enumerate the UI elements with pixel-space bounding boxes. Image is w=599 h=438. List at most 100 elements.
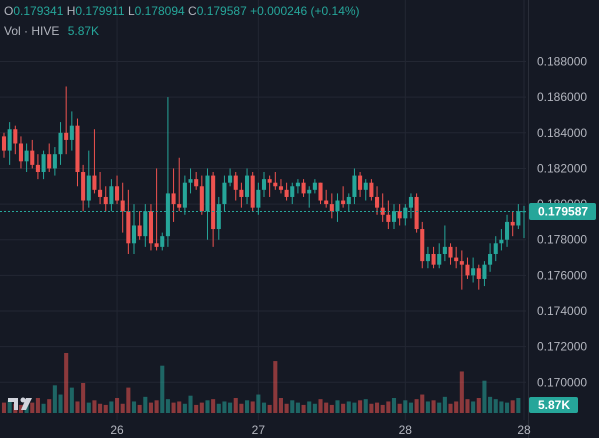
volume-bar — [499, 401, 504, 413]
last-price-badge: 0.179587 — [529, 202, 596, 220]
candle-body — [318, 182, 323, 201]
candle — [120, 182, 125, 233]
volume-bar — [482, 380, 487, 413]
volume-bar — [324, 402, 329, 413]
volume-bars — [1, 353, 521, 413]
candle-body — [35, 164, 40, 173]
candle-body — [261, 179, 267, 190]
candle-body — [471, 268, 476, 276]
volume-bar — [205, 400, 210, 413]
candle-body — [69, 125, 74, 140]
candle — [64, 86, 69, 155]
candle — [131, 204, 137, 254]
candle — [205, 168, 210, 240]
tradingview-logo-icon[interactable] — [6, 394, 42, 412]
close-label: C — [188, 4, 197, 18]
close-value: 0.179587 — [196, 4, 247, 18]
candle-body — [425, 253, 430, 262]
volume-bar — [154, 400, 159, 413]
time-axis[interactable]: 26 27 28 28 — [110, 423, 531, 437]
candle — [375, 186, 380, 215]
candle — [75, 118, 80, 187]
volume-bar — [290, 400, 295, 413]
candle-body — [442, 246, 447, 254]
high-label: H — [66, 4, 76, 18]
candle-body — [137, 225, 142, 237]
volume-bar — [81, 383, 86, 413]
candle-body — [386, 214, 391, 222]
candle-body — [154, 243, 159, 247]
volume-bar — [103, 404, 108, 413]
candle-body — [160, 236, 165, 247]
volume-bar — [18, 404, 23, 413]
candle — [81, 164, 86, 212]
time-tick-label: 28 — [517, 423, 531, 437]
volume-bar — [516, 398, 521, 413]
candle-body — [256, 189, 261, 208]
volume-bar — [267, 404, 272, 413]
volume-bar — [510, 400, 515, 413]
candle-body — [267, 179, 272, 183]
candle — [352, 168, 357, 205]
candle — [329, 193, 334, 219]
candle-body — [369, 182, 374, 197]
candle — [324, 189, 329, 208]
price-tick-label: 0.178000 — [537, 233, 587, 247]
candle — [222, 175, 227, 212]
candle-body — [493, 243, 498, 254]
candle — [341, 186, 346, 208]
candle — [35, 154, 40, 180]
candle — [24, 143, 29, 173]
candle-body — [7, 129, 12, 151]
candle — [369, 179, 374, 201]
candle-body — [341, 200, 346, 205]
candle — [516, 204, 521, 230]
candle-body — [109, 186, 114, 205]
candle — [228, 168, 233, 187]
volume-bar — [273, 361, 278, 413]
volume-bar — [52, 385, 57, 413]
candle-body — [1, 136, 7, 151]
candle-body — [143, 211, 148, 237]
candle-body — [329, 204, 334, 212]
candle — [109, 179, 114, 212]
candle-body — [165, 193, 170, 237]
open-value: 0.179341 — [13, 4, 64, 18]
low-label: L — [127, 4, 135, 18]
candle-body — [488, 253, 493, 265]
candle-body — [211, 175, 216, 230]
candle-body — [92, 175, 97, 190]
last-price-label: 0.179587 — [538, 204, 588, 218]
candle — [482, 261, 487, 287]
candle-body — [18, 143, 23, 162]
volume-bar — [261, 402, 267, 413]
candle — [397, 204, 402, 226]
candle-body — [448, 246, 453, 258]
candle — [448, 243, 453, 265]
candle-body — [103, 196, 108, 205]
price-axis[interactable]: 0.1880000.1860000.1840000.1820000.180000… — [537, 55, 587, 390]
candle — [471, 257, 476, 283]
candle — [250, 172, 255, 212]
volume-bar — [318, 399, 323, 413]
volume-bar — [312, 403, 317, 413]
volume-bar — [211, 399, 216, 413]
volume-bar — [329, 404, 334, 413]
candle-body — [81, 172, 86, 201]
candle-body — [352, 175, 357, 197]
volume-bar — [115, 398, 120, 413]
candle-body — [47, 154, 52, 169]
candle — [358, 172, 363, 197]
candle-body — [295, 182, 300, 187]
time-tick-label: 28 — [399, 423, 413, 437]
volume-bar — [239, 403, 244, 413]
candle-body — [375, 196, 380, 208]
time-tick-label: 27 — [252, 423, 266, 437]
candle — [98, 172, 103, 205]
price-tick-label: 0.172000 — [537, 340, 587, 354]
volume-bar — [397, 403, 402, 413]
volume-bar — [160, 365, 165, 413]
candle — [52, 147, 57, 176]
volume-bar — [284, 403, 289, 413]
